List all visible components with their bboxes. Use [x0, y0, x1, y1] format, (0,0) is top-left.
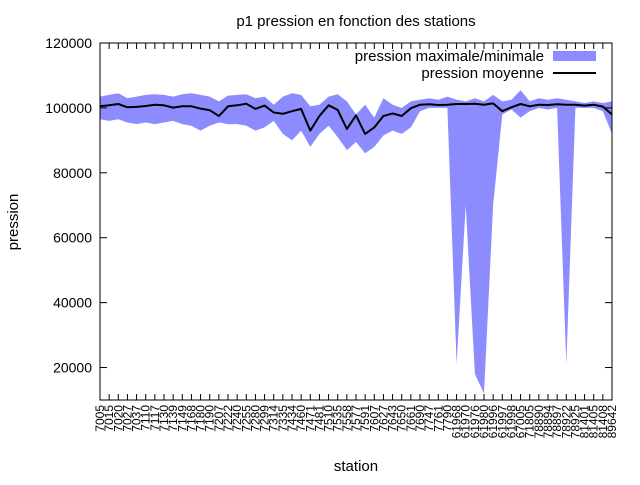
x-tick-label: 61998: [504, 405, 518, 439]
x-tick-label: 78890: [532, 405, 546, 439]
legend: pression maximale/minimale pression moye…: [355, 48, 596, 82]
x-tick-label: 7117: [148, 405, 162, 431]
x-tick-label: 7149: [175, 405, 189, 432]
x-tick-label: 7481: [312, 405, 326, 432]
line-layer: [99, 102, 613, 135]
x-tick-label: 7471: [303, 405, 317, 432]
x-tick-label: 81405: [587, 405, 601, 439]
x-tick-label: 61996: [486, 405, 500, 439]
x-tick-label: 78897: [550, 405, 564, 439]
x-tick-label: 7255: [239, 405, 253, 432]
x-tick-label: 7690: [413, 405, 427, 432]
x-tick-label: 7643: [386, 405, 400, 432]
x-tick-label: 7240: [230, 405, 244, 432]
x-tick-label: 7661: [404, 405, 418, 432]
x-tick-label: 78925: [568, 405, 582, 439]
x-tick-label: 7460: [294, 405, 308, 432]
y-axis-ticks: 20000 40000 60000 80000 100000 120000: [45, 35, 612, 376]
x-tick-label: 7747: [422, 405, 436, 432]
x-tick-label: 7190: [203, 405, 217, 432]
x-tick-label: 7168: [184, 405, 198, 432]
x-tick-label: 7790: [440, 405, 454, 432]
x-tick-label: 78922: [559, 405, 573, 439]
y-tick-label: 100000: [45, 100, 92, 116]
x-tick-label: 7005: [93, 405, 107, 432]
x-tick-label: 7222: [221, 405, 235, 432]
x-tick-label: 7037: [130, 405, 144, 432]
x-tick-label: 7577: [349, 405, 363, 432]
x-tick-label: 81401: [578, 405, 592, 439]
x-tick-label: 89642: [605, 405, 619, 439]
y-tick-label: 60000: [53, 230, 92, 246]
x-tick-label: 7130: [157, 405, 171, 432]
x-tick-label: 61980: [477, 405, 491, 439]
x-tick-label: 61997: [495, 405, 509, 439]
x-tick-label: 7607: [367, 405, 381, 432]
y-axis-label: pression: [5, 194, 22, 251]
x-tick-label: 78894: [541, 405, 555, 439]
x-tick-label: 7299: [258, 405, 272, 432]
x-tick-label: 7535: [331, 405, 345, 432]
x-tick-label: 67005: [514, 405, 528, 439]
x-axis-ticks: 7005701570207027703771107117713071397149…: [93, 43, 619, 438]
legend-label-mean: pression moyenne: [421, 65, 544, 82]
x-tick-label: 7180: [194, 405, 208, 432]
x-tick-label: 7207: [212, 405, 226, 432]
x-tick-label: 7591: [358, 405, 372, 432]
x-tick-label: 61968: [450, 405, 464, 439]
x-tick-label: 61970: [459, 405, 473, 439]
x-tick-label: 7510: [322, 405, 336, 432]
legend-label-band: pression maximale/minimale: [355, 48, 544, 65]
x-tick-label: 7335: [276, 405, 290, 432]
x-tick-label: 7027: [120, 405, 134, 432]
x-tick-label: 7558: [340, 405, 354, 432]
legend-swatch-band: [553, 51, 596, 61]
mean-pressure-line: [99, 102, 613, 135]
x-tick-label: 7314: [267, 405, 281, 432]
x-tick-label: 7139: [166, 405, 180, 432]
y-tick-label: 120000: [45, 35, 92, 51]
x-axis-label: station: [334, 458, 378, 475]
x-tick-label: 71805: [523, 405, 537, 439]
x-tick-label: 7110: [139, 405, 153, 431]
x-tick-label: 7020: [111, 405, 125, 432]
x-tick-label: 7650: [395, 405, 409, 432]
y-tick-label: 40000: [53, 295, 92, 311]
x-tick-label: 7015: [102, 405, 116, 432]
x-tick-label: 7434: [285, 405, 299, 432]
band-area-max-min: [100, 90, 612, 394]
x-tick-label: 7280: [248, 405, 262, 432]
x-tick-label: 61976: [468, 405, 482, 439]
chart-title: p1 pression en fonction des stations: [236, 13, 475, 30]
y-tick-label: 80000: [53, 165, 92, 181]
y-tick-label: 20000: [53, 360, 92, 376]
band-layer: [100, 90, 612, 394]
x-tick-label: 7627: [376, 405, 390, 432]
x-tick-label: 81408: [596, 405, 610, 439]
x-tick-label: 7761: [431, 405, 445, 432]
